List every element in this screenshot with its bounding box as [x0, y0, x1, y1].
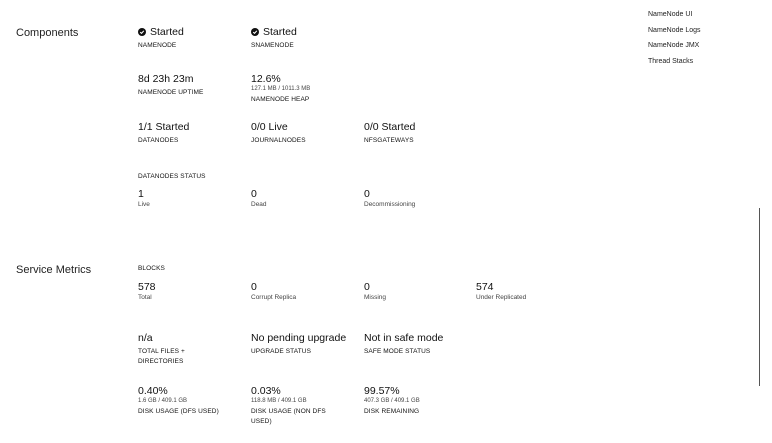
- heap-label: NAMENODE HEAP: [251, 96, 310, 103]
- blocks-corrupt: 0 Corrupt Replica: [251, 281, 296, 301]
- namenode-logs-link[interactable]: NameNode Logs: [648, 26, 701, 34]
- heap-detail: 127.1 MB / 1011.3 MB: [251, 86, 311, 92]
- datanodes-status-label: DATANODES STATUS: [138, 173, 206, 180]
- datanodes-live-label: Live: [138, 201, 150, 208]
- namenode-jmx-link[interactable]: NameNode JMX: [648, 42, 700, 49]
- disk-remaining-value: 99.57%: [364, 385, 400, 397]
- blocks-under-replicated-value: 574: [476, 281, 494, 293]
- blocks-missing: 0 Missing: [364, 281, 386, 301]
- disk-dfs-used: 0.40% 1.6 GB / 409.1 GB DISK USAGE (DFS …: [138, 385, 248, 417]
- datanodes-live: 1 Live: [138, 188, 150, 208]
- disk-dfs-value: 0.40%: [138, 385, 168, 397]
- blocks-corrupt-label: Corrupt Replica: [251, 294, 297, 301]
- nfsgateways-value[interactable]: 0/0 Started: [364, 121, 416, 133]
- namenode-status-value: Started: [150, 26, 184, 38]
- disk-non-dfs-value: 0.03%: [251, 385, 281, 397]
- nfsgateways-label: NFSGATEWAYS: [364, 137, 414, 144]
- nfsgateways: 0/0 Started NFSGATEWAYS: [364, 121, 469, 146]
- safe-mode-status-label: SAFE MODE STATUS: [364, 348, 431, 355]
- total-files-label: TOTAL FILES + DIRECTORIES: [138, 348, 185, 365]
- disk-remaining-label: DISK REMAINING: [364, 408, 420, 415]
- journalnodes-label: JOURNALNODES: [251, 137, 306, 144]
- disk-remaining-detail: 407.3 GB / 409.1 GB: [364, 398, 420, 404]
- datanodes-value[interactable]: 1/1 Started: [138, 121, 190, 133]
- blocks-under-replicated: 574 Under Replicated: [476, 281, 526, 301]
- uptime-label: NAMENODE UPTIME: [138, 89, 204, 96]
- scrollbar[interactable]: [758, 208, 760, 386]
- datanodes-dead-value[interactable]: 0: [251, 188, 257, 200]
- datanodes-dead-label: Dead: [251, 201, 267, 208]
- blocks-missing-value: 0: [364, 281, 370, 293]
- namenode-uptime: 8d 23h 23m NAMENODE UPTIME: [138, 73, 243, 98]
- disk-non-dfs-label: DISK USAGE (NON DFS USED): [251, 408, 326, 425]
- namenode-heap: 12.6% 127.1 MB / 1011.3 MB NAMENODE HEAP: [251, 73, 356, 105]
- total-files-value: n/a: [138, 332, 153, 344]
- upgrade-status-label: UPGRADE STATUS: [251, 348, 312, 355]
- blocks-corrupt-value: 0: [251, 281, 257, 293]
- snamenode-label: SNAMENODE: [251, 42, 294, 49]
- snamenode-status-value: Started: [263, 26, 297, 38]
- blocks-total-value: 578: [138, 281, 156, 293]
- disk-remaining: 99.57% 407.3 GB / 409.1 GB DISK REMAININ…: [364, 385, 474, 417]
- blocks-missing-label: Missing: [364, 294, 387, 301]
- journalnodes-value[interactable]: 0/0 Live: [251, 121, 288, 133]
- check-circle-icon: [251, 28, 259, 36]
- safe-mode-status: Not in safe mode SAFE MODE STATUS: [364, 332, 474, 357]
- blocks-under-replicated-label: Under Replicated: [476, 294, 527, 301]
- upgrade-status-value: No pending upgrade: [251, 332, 347, 344]
- blocks-total-label: Total: [138, 294, 152, 301]
- heap-value: 12.6%: [251, 73, 281, 85]
- datanodes-decommissioning-label: Decommissioning: [364, 201, 416, 208]
- disk-non-dfs-used: 0.03% 118.8 MB / 409.1 GB DISK USAGE (NO…: [251, 385, 341, 427]
- namenode-label: NAMENODE: [138, 42, 177, 49]
- disk-dfs-label: DISK USAGE (DFS USED): [138, 408, 219, 415]
- disk-dfs-detail: 1.6 GB / 409.1 GB: [138, 398, 188, 404]
- namenode-status: Started NAMENODE: [138, 26, 184, 51]
- datanodes-live-value[interactable]: 1: [138, 188, 144, 200]
- snamenode-status: Started SNAMENODE: [251, 26, 297, 51]
- datanodes-dead: 0 Dead: [251, 188, 267, 208]
- datanodes-decommissioning: 0 Decommissioning: [364, 188, 415, 208]
- datanodes-decommissioning-value[interactable]: 0: [364, 188, 370, 200]
- disk-non-dfs-detail: 118.8 MB / 409.1 GB: [251, 398, 307, 404]
- journalnodes: 0/0 Live JOURNALNODES: [251, 121, 356, 146]
- thread-stacks-link[interactable]: Thread Stacks: [648, 57, 694, 65]
- total-files: n/a TOTAL FILES + DIRECTORIES: [138, 332, 218, 367]
- uptime-value: 8d 23h 23m: [138, 73, 194, 85]
- service-metrics-title: Service Metrics: [16, 264, 92, 276]
- upgrade-status: No pending upgrade UPGRADE STATUS: [251, 332, 361, 357]
- safe-mode-status-value: Not in safe mode: [364, 332, 444, 344]
- components-title: Components: [16, 27, 79, 39]
- check-circle-icon: [138, 28, 146, 36]
- datanodes: 1/1 Started DATANODES: [138, 121, 243, 146]
- namenode-ui-link[interactable]: NameNode UI: [648, 11, 693, 18]
- blocks-label: BLOCKS: [138, 265, 165, 272]
- quick-links: NameNode UI NameNode Logs NameNode JMX T…: [648, 11, 758, 73]
- datanodes-label: DATANODES: [138, 137, 179, 144]
- blocks-total: 578 Total: [138, 281, 156, 301]
